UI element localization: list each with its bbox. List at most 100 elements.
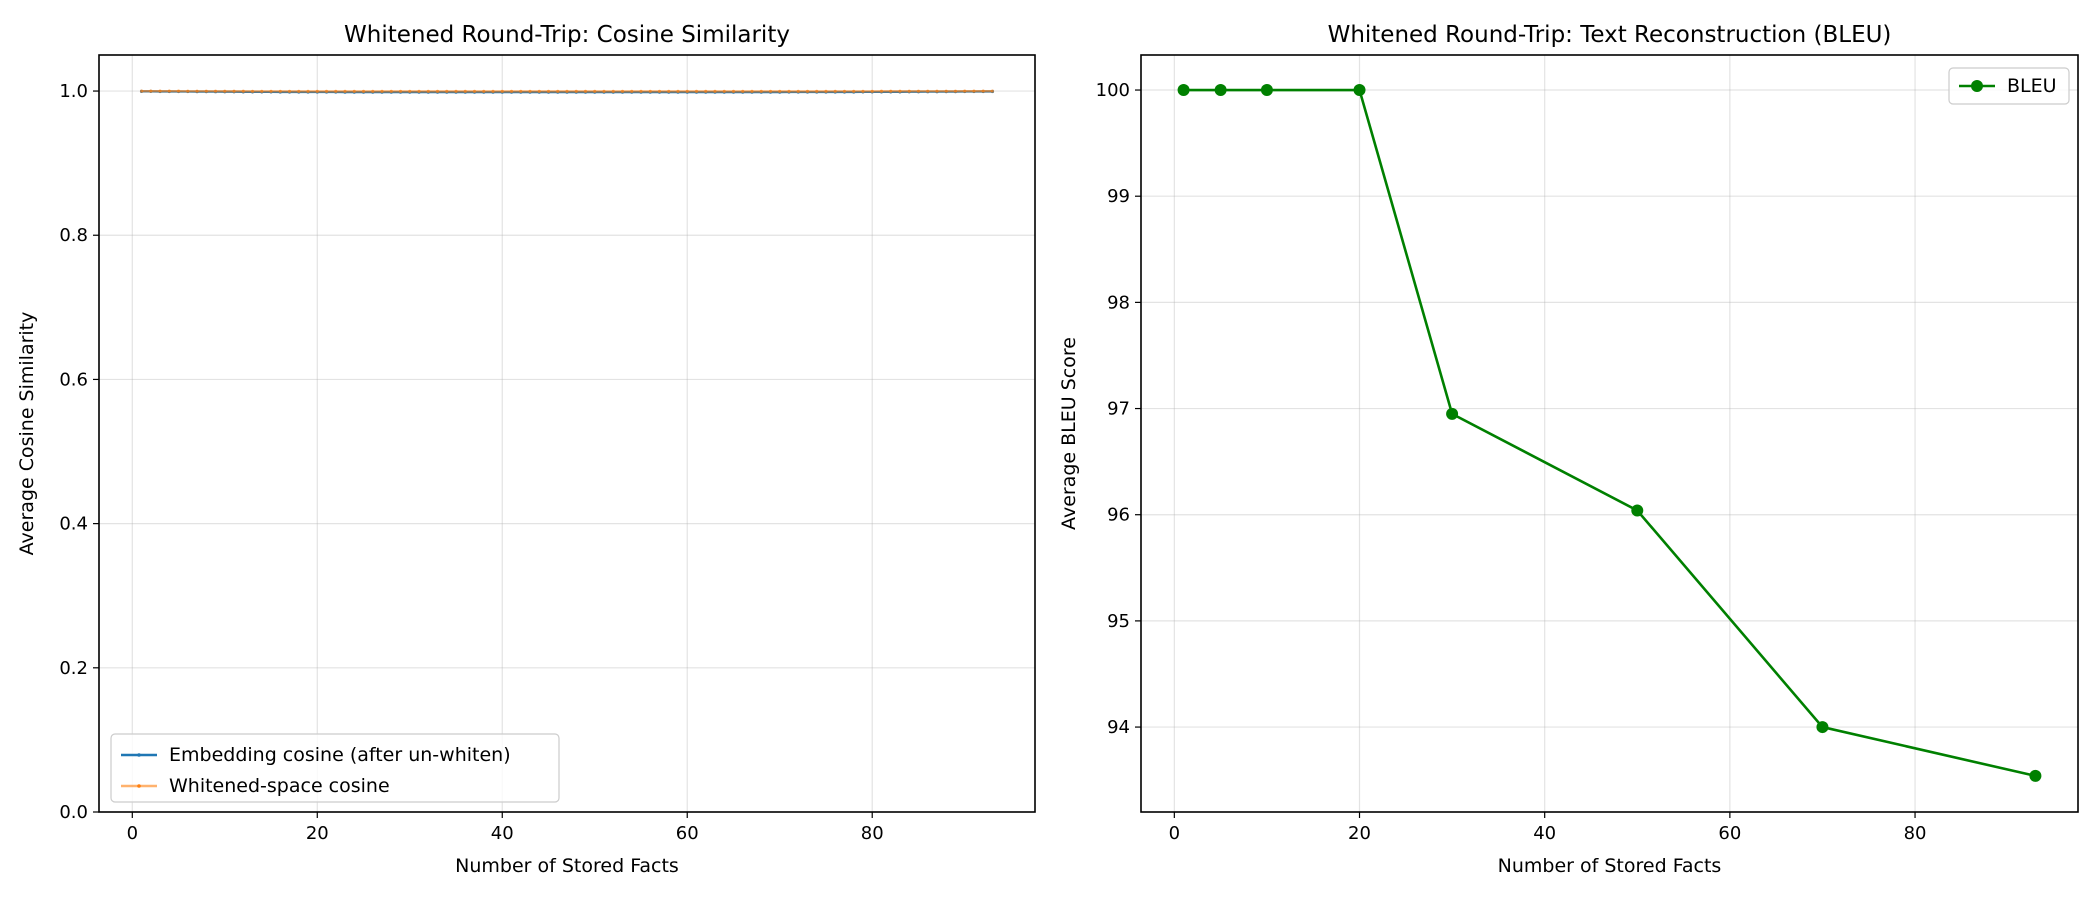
y-tick-label: 94 [1107,717,1130,738]
data-point [380,89,384,94]
y-tick-label: 99 [1107,186,1130,207]
x-tick-label: 0 [1169,823,1180,844]
data-point [815,89,819,94]
legend-box [110,733,560,803]
data-point [1446,407,1459,420]
data-point [741,89,745,94]
legend-marker [1971,80,1983,92]
data-point [870,89,874,93]
data-point [759,89,763,94]
data-point [389,89,393,94]
data-point [195,89,199,93]
data-point [731,89,736,94]
legend-box [1948,67,2070,105]
data-point [250,89,255,93]
data-point [574,89,578,94]
x-tick-label: 0 [127,823,138,844]
y-tick-label: 95 [1107,611,1130,632]
legend: Embedding cosine (after un-whiten) Whiten… [110,733,560,803]
data-point [842,89,847,93]
data-point [620,89,625,94]
data-point [796,89,800,94]
data-point [981,89,985,93]
y-tick-label: 0.2 [59,658,88,679]
data-point [768,89,773,94]
grid [1141,55,2078,812]
data-point [509,89,514,94]
data-point [241,89,245,93]
x-tick-label: 60 [1718,823,1741,844]
data-point [1353,84,1366,97]
data-point [408,89,412,94]
x-axis-label: Number of Stored Facts [1498,855,1722,877]
y-axis-label: Average Cosine Similarity [16,312,38,556]
legend-label: Whitened-space cosine [169,775,390,797]
data-point [204,89,208,93]
series-0 [1177,84,2042,782]
x-axis-label: Number of Stored Facts [455,855,679,877]
data-point [898,89,902,93]
y-tick-label: 98 [1107,292,1130,313]
data-point [694,89,699,94]
data-point [676,89,680,94]
data-point [704,89,708,94]
data-point [639,89,643,94]
data-point [149,89,153,93]
grid [99,55,1035,813]
data-point [472,89,477,94]
data-point [223,89,227,93]
data-point [972,89,976,93]
y-tick-label: 0.6 [59,369,88,390]
data-point [537,89,541,94]
data-point [963,89,967,93]
chart-panel-cosine: Whitened Round-Trip: Cosine Similarity N… [16,22,1036,877]
x-tick-label: 20 [306,823,329,844]
data-point [833,89,837,93]
y-tick-label: 97 [1107,399,1130,420]
data-point [1631,504,1644,517]
y-tick-label: 0.4 [59,514,88,535]
data-point [805,89,810,94]
data-point [528,89,532,94]
data-point [158,89,162,93]
data-point [176,89,181,93]
data-point [630,89,634,94]
data-point [167,89,171,93]
data-point [519,89,523,94]
data-point [371,89,375,94]
data-point [213,89,218,93]
data-point [778,89,782,94]
data-point [260,89,264,93]
data-point [907,89,911,93]
data-point [1214,84,1227,97]
data-point [398,89,403,94]
data-point [852,89,856,93]
data-point [454,89,458,94]
data-point [139,89,144,93]
data-point [824,89,828,94]
data-point [463,89,467,94]
data-point [324,89,329,94]
data-point [417,89,421,94]
data-point [667,89,671,94]
data-point [426,89,430,94]
data-point [657,89,662,94]
data-point [861,89,865,93]
data-point [491,89,495,94]
data-point [685,89,689,94]
data-point [306,89,310,94]
data-point [500,89,504,94]
plot-frame [1140,54,2079,813]
y-tick-label: 1.0 [59,81,88,102]
x-tick-label: 40 [1533,823,1556,844]
x-tick-label: 80 [861,823,884,844]
data-point [278,89,282,93]
y-axis-label: Average BLEU Score [1058,337,1080,530]
data-point [2029,769,2042,782]
x-tick-label: 80 [1904,823,1927,844]
y-tick-label: 96 [1107,505,1130,526]
data-point [583,89,588,94]
data-point [343,89,347,94]
plot-frame [98,54,1036,813]
